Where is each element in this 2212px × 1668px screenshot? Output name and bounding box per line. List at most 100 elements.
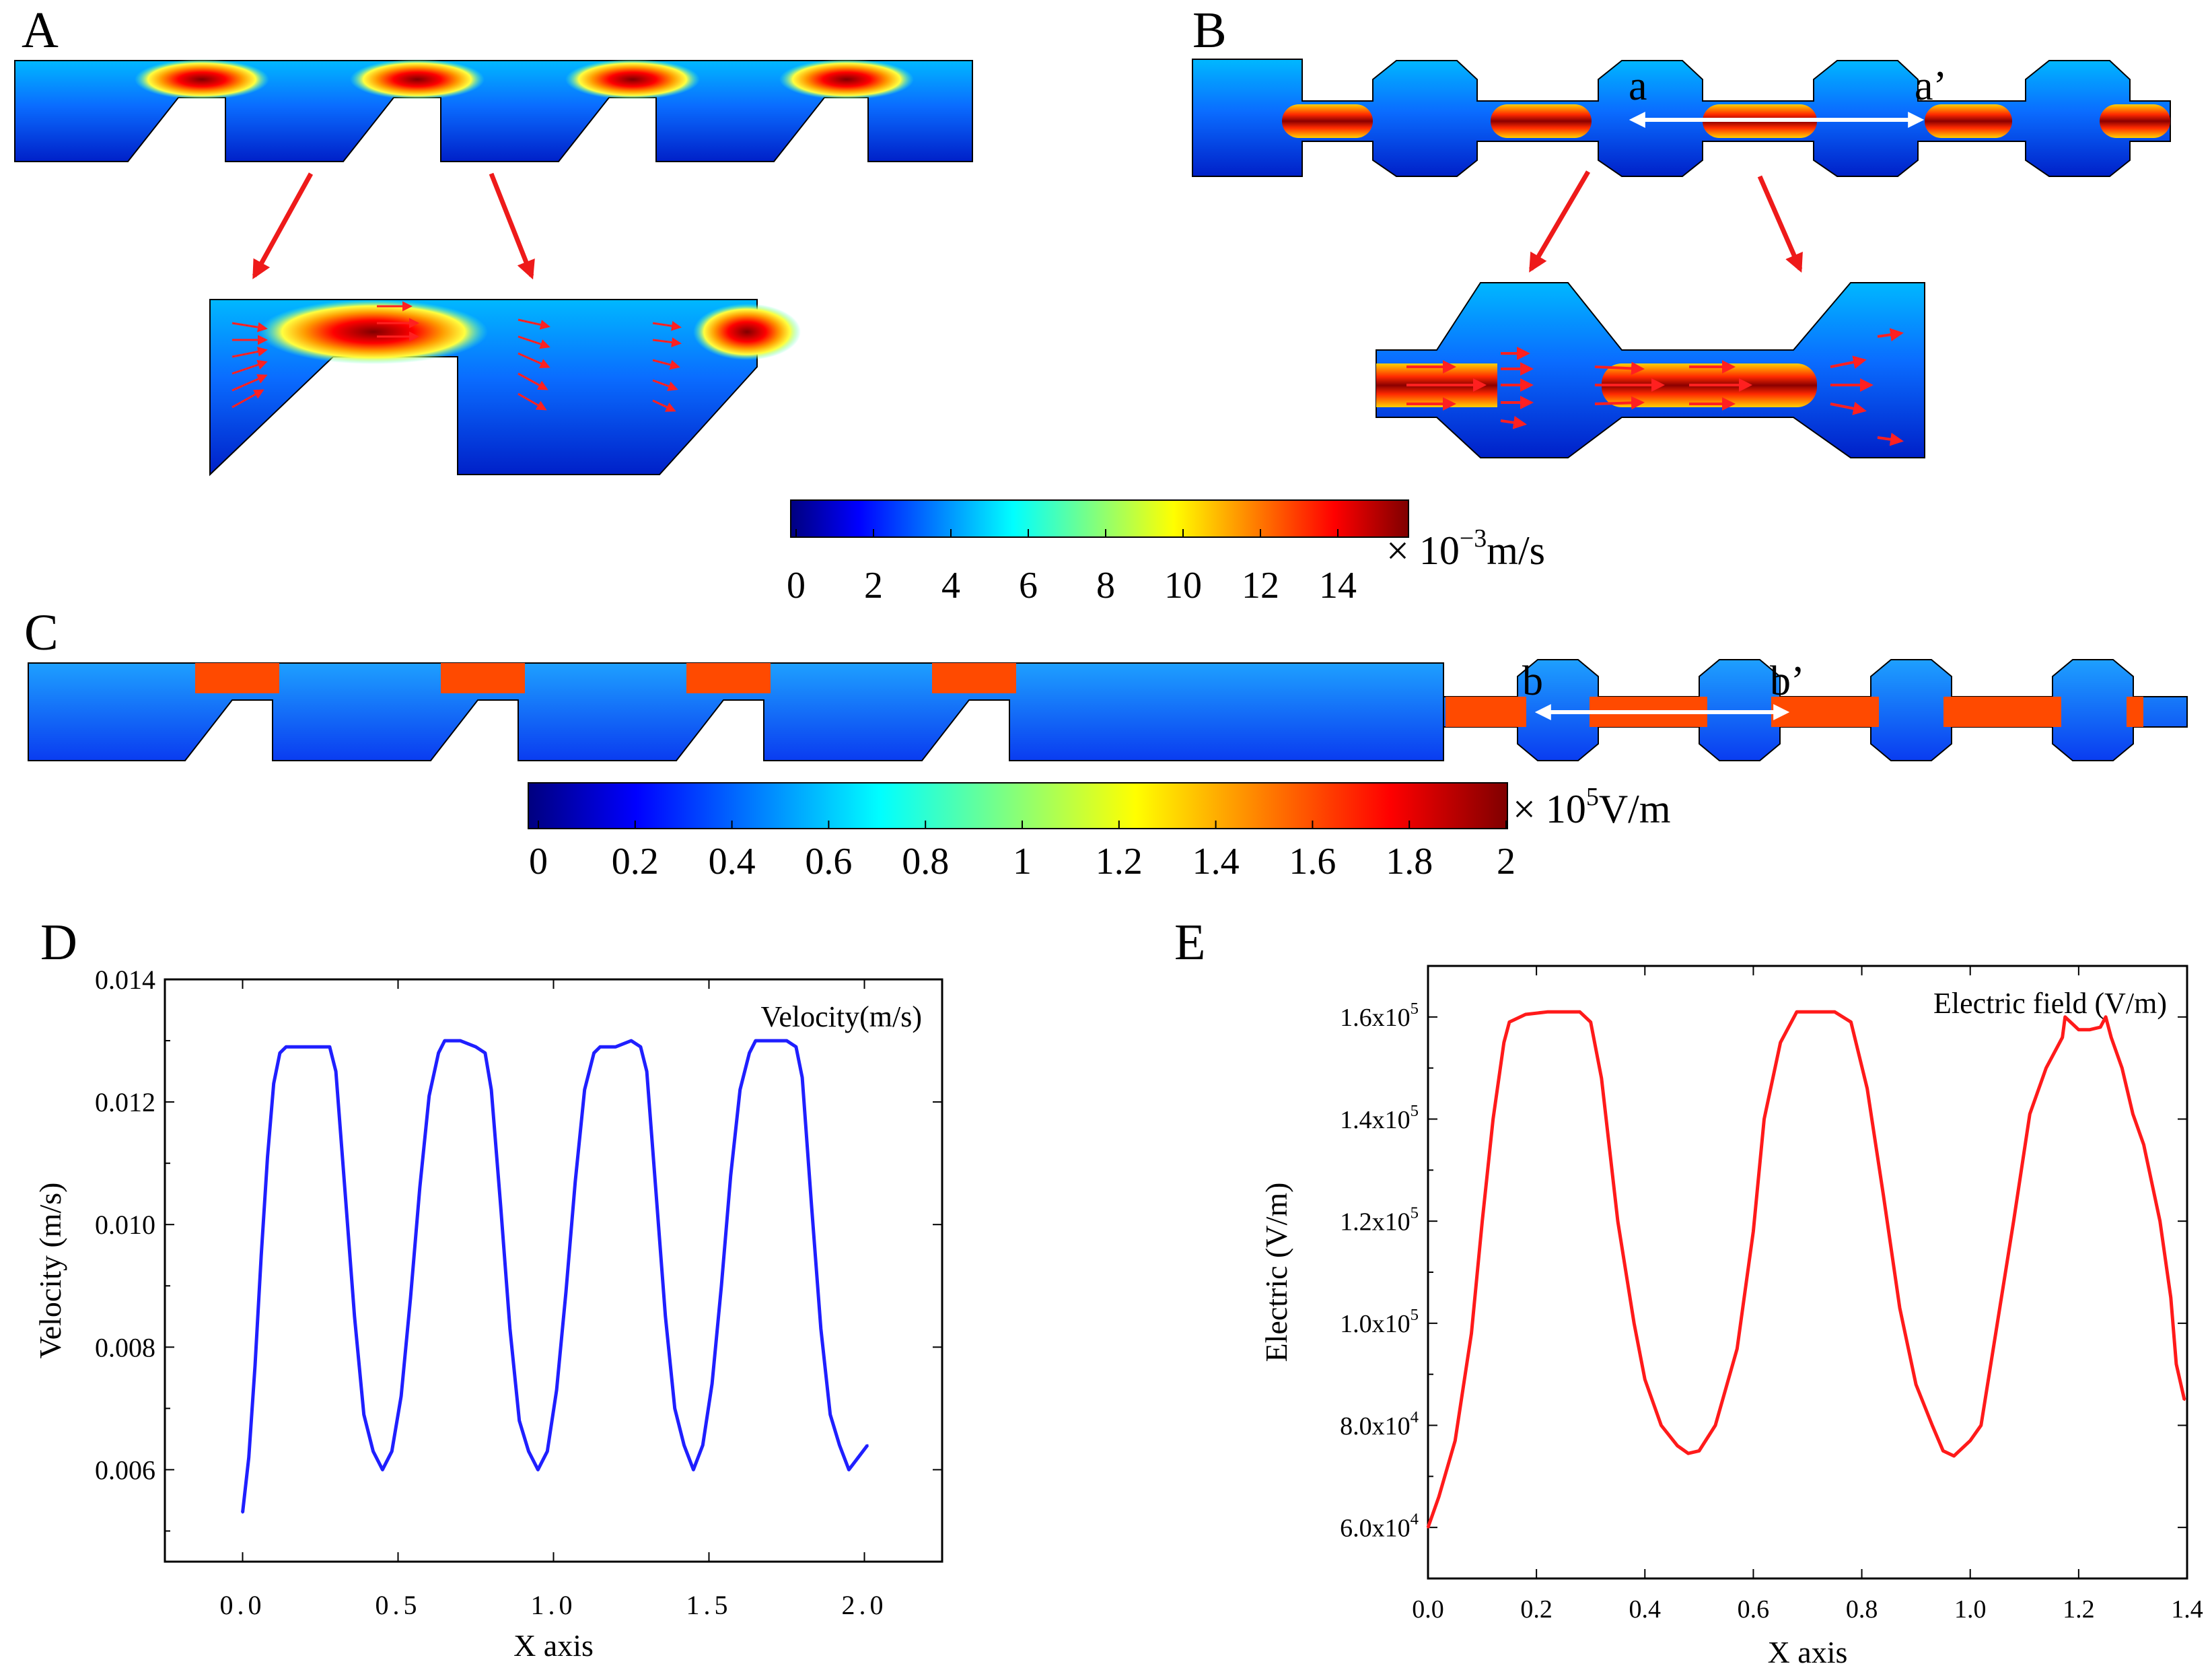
data-point	[518, 1420, 521, 1422]
panel-letter-c: C	[24, 604, 59, 661]
colorbar-tick-label: 1.6	[1289, 841, 1336, 882]
colorbar-tick-label: 1	[1013, 841, 1032, 882]
y-tick-label: 0.008	[95, 1332, 155, 1362]
y-tick-label-mantissa: 1.0x10	[1340, 1310, 1411, 1338]
velocity-vectors-a	[231, 301, 682, 412]
data-point	[428, 1094, 431, 1097]
y-tick-label-exponent: 5	[1411, 1000, 1419, 1018]
colorbar-tick-label: 0.2	[612, 841, 659, 882]
colorbar-tick-label: 1.4	[1192, 841, 1240, 882]
y-tick-label: 1.2x105	[1340, 1204, 1419, 1236]
data-point	[419, 1187, 421, 1189]
y-tick-label-mantissa: 1.6x10	[1340, 1004, 1411, 1032]
data-point	[291, 1045, 293, 1048]
y-tick-label: 1.4x105	[1340, 1102, 1419, 1134]
data-point	[795, 1045, 797, 1048]
colorbar-tick-label: 4	[941, 565, 960, 606]
data-point	[1817, 1010, 1820, 1013]
panel-letter-e: E	[1174, 914, 1205, 971]
y-tick-label-mantissa: 8.0x10	[1340, 1412, 1411, 1440]
data-point	[2170, 1296, 2172, 1299]
data-point	[839, 1444, 841, 1447]
plot-frame	[164, 978, 943, 1563]
colorbar-tick-label: 0.8	[902, 841, 949, 882]
data-point	[1996, 1322, 1999, 1325]
data-point	[829, 1413, 832, 1416]
data-point	[248, 1456, 250, 1459]
data-point	[748, 1051, 751, 1054]
data-point	[1676, 1445, 1679, 1447]
data-point	[630, 1039, 633, 1042]
x-tick-label: 0.0	[220, 1590, 266, 1620]
x-tick-label: 1.0	[1954, 1595, 1987, 1624]
colorbar-tick-label: 10	[1164, 565, 1202, 606]
zoom-arrow-a-left	[252, 172, 314, 279]
data-point	[583, 1088, 586, 1091]
y-tick-label-mantissa: 1.4x10	[1340, 1106, 1411, 1134]
data-point	[2028, 1113, 2031, 1115]
electric-colorbar-ticks: 0 0.2 0.4 0.6 0.8 1 1.2 1.4 1.6 1.8 2	[529, 821, 1515, 882]
data-point	[574, 1180, 577, 1183]
data-point	[1616, 1220, 1619, 1222]
y-tick-label-exponent: 5	[1411, 1102, 1419, 1120]
x-tick-label: 0.2	[1520, 1595, 1553, 1624]
data-point	[499, 1205, 502, 1208]
data-point	[353, 1315, 356, 1318]
data-point	[739, 1088, 742, 1091]
data-point	[1660, 1424, 1662, 1426]
data-point	[1698, 1449, 1701, 1452]
data-point	[1795, 1010, 1798, 1013]
electric-colorbar: 0 0.2 0.4 0.6 0.8 1 1.2 1.4 1.6 1.8 2 × 105V/m	[528, 782, 1671, 882]
y-tick-label: 8.0x104	[1340, 1408, 1419, 1440]
data-point	[509, 1327, 511, 1330]
y-tick-label-mantissa: 6.0x10	[1340, 1514, 1411, 1542]
data-point	[1714, 1424, 1717, 1426]
data-point	[2120, 1067, 2123, 1070]
y-tick-label-exponent: 5	[1411, 1306, 1419, 1324]
data-point	[2012, 1220, 2015, 1222]
y-tick-label: 1.0x105	[1340, 1306, 1419, 1338]
electric-field-chart: 0.0 0.2 0.4 0.6 0.8 1.0 1.2 1.46.0x1048.0x1041.…	[1259, 965, 2203, 1668]
data-point	[334, 1070, 337, 1073]
marker-a: a	[1629, 63, 1647, 109]
x-tick-label: 0.6	[1738, 1595, 1770, 1624]
data-point	[754, 1039, 757, 1042]
data-point	[1833, 1010, 1836, 1013]
electric-colorbar-gradient	[528, 782, 1508, 829]
data-point	[2175, 1363, 2178, 1365]
colorbar-tick-label: 0	[787, 565, 806, 606]
data-point	[2159, 1220, 2162, 1222]
legend-label: Velocity(m/s)	[760, 1000, 922, 1033]
velocity-chart: 0.0 0.5 1.0 1.5 2.0 0.006 0.008 0.010 0.012 0.014…	[33, 965, 943, 1663]
series-line	[1426, 1010, 2186, 1529]
data-point	[2077, 1029, 2080, 1031]
data-point	[546, 1450, 548, 1453]
colorbar-tick-label: 2	[1497, 841, 1515, 882]
data-point	[701, 1444, 704, 1447]
data-point	[1643, 1378, 1646, 1381]
data-point	[655, 1193, 657, 1195]
data-point	[381, 1468, 384, 1471]
velocity-colorbar-ticks: 0 2 4 6 8 10 12 14	[787, 529, 1357, 606]
data-point	[1508, 1020, 1511, 1023]
data-point	[639, 1045, 642, 1048]
velocity-colorbar-unit: × 10−3m/s	[1386, 524, 1545, 573]
y-axis-title: Electric (V/m)	[1259, 1183, 1293, 1362]
y-tick-label-exponent: 4	[1411, 1408, 1419, 1426]
y-tick-label-mantissa: 1.2x10	[1340, 1208, 1411, 1236]
plot-frame	[1427, 965, 2188, 1580]
y-tick-label-exponent: 4	[1411, 1510, 1419, 1528]
x-axis-title: X axis	[513, 1628, 594, 1663]
data-point	[2061, 1036, 2064, 1039]
data-point	[674, 1407, 676, 1410]
data-point	[565, 1290, 567, 1293]
x-tick-label: 1.4	[2171, 1595, 2203, 1624]
y-tick-label: 0.014	[95, 965, 155, 995]
data-point	[1687, 1452, 1690, 1455]
colorbar-tick-label: 8	[1096, 565, 1115, 606]
zoom-arrow-a-right	[489, 172, 535, 280]
data-point	[820, 1327, 822, 1330]
velocity-vectors-b	[1406, 328, 1904, 446]
data-point	[1882, 1194, 1885, 1197]
series-line	[241, 1039, 869, 1513]
